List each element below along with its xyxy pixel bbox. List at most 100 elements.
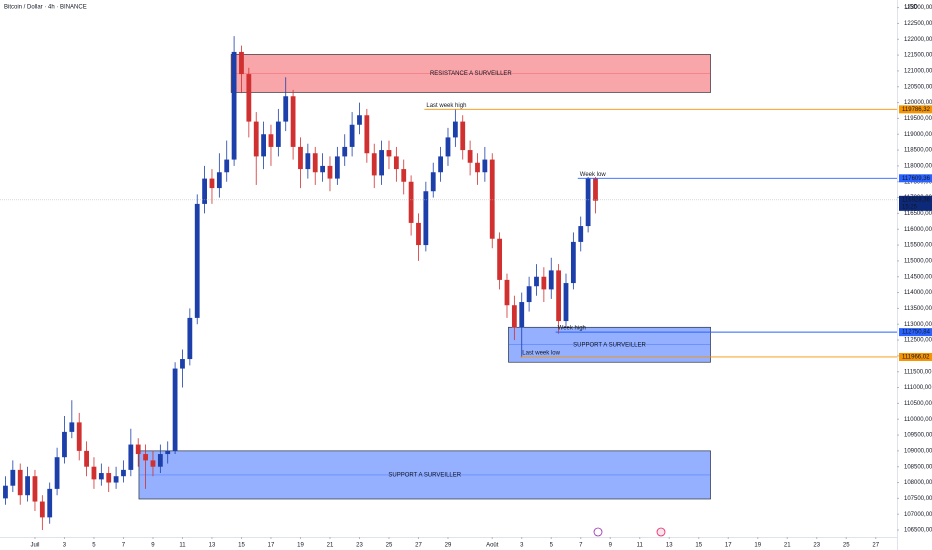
level-name: Last week low <box>522 351 560 357</box>
x-tick-label: Août <box>486 543 499 549</box>
candle <box>128 428 134 477</box>
candle <box>305 143 311 179</box>
candle-body <box>482 159 488 173</box>
candle <box>216 153 222 198</box>
y-tick-label: 109500,00 <box>904 433 932 439</box>
candle-body <box>283 96 289 122</box>
y-tick-label: 116500,00 <box>904 211 932 217</box>
y-tick-label: 107000,00 <box>904 512 932 518</box>
candle-body <box>475 162 480 173</box>
candle <box>268 124 274 166</box>
candle-body <box>342 146 348 157</box>
candle <box>371 143 377 189</box>
candle <box>91 457 97 489</box>
candle <box>563 273 569 328</box>
candle-body <box>275 121 281 147</box>
candle <box>180 349 185 388</box>
y-tick-label: 118500,00 <box>904 148 932 154</box>
y-tick-label: 123000,00 <box>904 5 932 11</box>
candle-body <box>194 203 200 318</box>
candle <box>482 146 488 182</box>
candle-body <box>534 276 539 287</box>
y-tick-label: 120500,00 <box>904 84 932 90</box>
candle-body <box>364 115 370 154</box>
x-tick-label: 7 <box>122 543 126 549</box>
candle-body <box>62 431 67 458</box>
candle <box>10 460 16 493</box>
candle <box>379 140 385 185</box>
candle <box>593 176 598 214</box>
candle <box>194 194 200 325</box>
candle-body <box>511 305 517 328</box>
price-tag-label: 111966,02 <box>902 355 930 361</box>
candle <box>423 181 429 252</box>
candle-body <box>430 172 436 192</box>
x-tick-label: 5 <box>550 543 554 549</box>
candle-body <box>157 454 163 467</box>
y-tick-label: 118000,00 <box>904 163 932 169</box>
candle-body <box>106 473 112 483</box>
x-tick-label: 3 <box>520 543 524 549</box>
y-tick-label: 117500,00 <box>904 179 932 185</box>
candle-body <box>17 469 23 496</box>
candle <box>121 460 126 483</box>
candle-body <box>172 368 178 451</box>
level-name: Week low <box>580 172 607 178</box>
candle <box>76 412 82 461</box>
x-tick-label: 27 <box>415 543 422 549</box>
candle <box>541 267 547 303</box>
x-tick-label: 5 <box>92 543 96 549</box>
candle-body <box>69 422 75 432</box>
x-tick-label: 13 <box>666 543 673 549</box>
y-tick-label: 121500,00 <box>904 53 932 59</box>
candle-body <box>121 469 126 477</box>
countdown: 15:25 <box>902 204 918 210</box>
chart-title: Bitcoin / Dollar · 4h · BINANCE <box>4 5 87 11</box>
candle <box>438 146 444 182</box>
candle <box>25 466 30 502</box>
last-price-tag <box>899 195 932 211</box>
x-tick-label: 25 <box>386 543 393 549</box>
candle <box>113 466 119 489</box>
candle-body <box>290 96 296 147</box>
y-tick-label: 119000,00 <box>904 132 932 138</box>
x-tick-label: 21 <box>784 543 791 549</box>
candle <box>157 444 163 474</box>
candle-body <box>563 283 569 322</box>
event-icon[interactable] <box>593 527 603 537</box>
y-tick-label: 114000,00 <box>904 290 932 296</box>
candle-body <box>371 153 377 176</box>
candle <box>261 121 266 170</box>
y-tick-label: 122000,00 <box>904 37 932 43</box>
candle-body <box>3 485 8 499</box>
candle <box>39 495 45 531</box>
candle-body <box>519 302 525 328</box>
event-icon[interactable] <box>656 527 666 537</box>
candle-body <box>165 450 171 455</box>
y-tick-label: 110000,00 <box>904 417 932 423</box>
candle-body <box>320 165 326 173</box>
candle <box>106 466 112 493</box>
candle <box>69 400 75 439</box>
candle-body <box>578 226 584 242</box>
candle <box>283 77 289 132</box>
x-tick-label: 23 <box>813 543 820 549</box>
x-tick-label: 17 <box>725 543 732 549</box>
candle <box>416 213 421 261</box>
candle <box>386 140 392 170</box>
y-tick-label: 115000,00 <box>904 258 932 264</box>
candle <box>534 264 539 296</box>
candle <box>327 156 333 192</box>
y-tick-label: 110500,00 <box>904 401 932 407</box>
candle-body <box>548 270 554 290</box>
y-tick-label: 121000,00 <box>904 69 932 75</box>
candle <box>452 108 458 147</box>
candle-body <box>32 476 38 502</box>
candle <box>298 137 303 189</box>
y-tick-label: 113000,00 <box>904 322 932 328</box>
candle <box>98 463 104 486</box>
x-tick-label: 25 <box>843 543 850 549</box>
candle-body <box>209 178 215 189</box>
x-tick-label: 13 <box>209 543 216 549</box>
candle-body <box>379 150 385 176</box>
